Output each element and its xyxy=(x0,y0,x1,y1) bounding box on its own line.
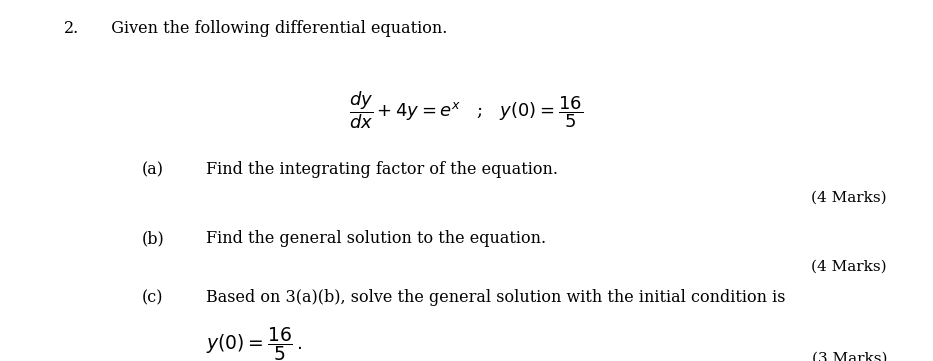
Text: 2.: 2. xyxy=(64,20,79,37)
Text: (3 Marks): (3 Marks) xyxy=(812,352,887,361)
Text: $y(0)=\dfrac{16}{5}\,.$: $y(0)=\dfrac{16}{5}\,.$ xyxy=(206,326,302,361)
Text: (b): (b) xyxy=(142,230,164,247)
Text: Find the integrating factor of the equation.: Find the integrating factor of the equat… xyxy=(206,161,558,178)
Text: Based on 3(a)(b), solve the general solution with the initial condition is: Based on 3(a)(b), solve the general solu… xyxy=(206,290,786,306)
Text: (4 Marks): (4 Marks) xyxy=(812,260,887,274)
Text: (c): (c) xyxy=(142,290,163,306)
Text: (4 Marks): (4 Marks) xyxy=(812,191,887,205)
Text: Given the following differential equation.: Given the following differential equatio… xyxy=(101,20,447,37)
Text: (a): (a) xyxy=(142,161,164,178)
Text: $\dfrac{dy}{dx}+4y=e^{x}$   ;   $y(0)=\dfrac{16}{5}$: $\dfrac{dy}{dx}+4y=e^{x}$ ; $y(0)=\dfrac… xyxy=(350,89,583,131)
Text: Find the general solution to the equation.: Find the general solution to the equatio… xyxy=(206,230,546,247)
